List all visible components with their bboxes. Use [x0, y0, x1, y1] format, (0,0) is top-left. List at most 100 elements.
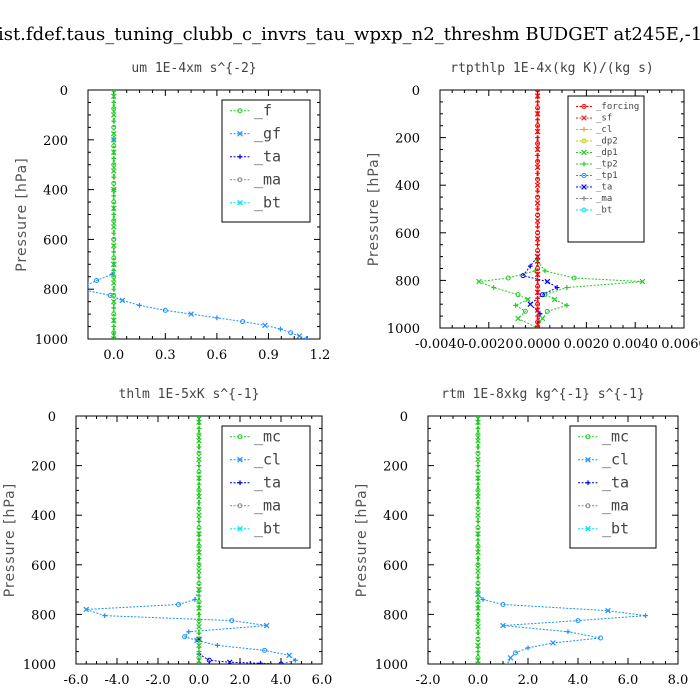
- x-tick-label: 4.0: [568, 673, 589, 688]
- data-point: [258, 660, 263, 664]
- data-point: [110, 130, 117, 137]
- data-point: [111, 255, 117, 261]
- data-point: [111, 180, 117, 186]
- data-point: [571, 275, 577, 281]
- legend-marker: [585, 456, 591, 463]
- data-point: [196, 437, 202, 444]
- legend-marker: [585, 503, 591, 509]
- data-point: [520, 273, 526, 279]
- data-point: [196, 475, 202, 481]
- y-tick-label: 600: [31, 559, 56, 574]
- data-point: [475, 416, 481, 419]
- panel-title: rtm 1E-8xkg kg^{-1} s^{-1}: [441, 387, 645, 402]
- x-tick-label: 1.2: [310, 348, 331, 363]
- data-point: [475, 599, 481, 605]
- data-point: [196, 432, 202, 438]
- data-point: [534, 182, 541, 189]
- data-point: [527, 263, 533, 269]
- data-point: [111, 230, 117, 236]
- x-tick-label: 0.3: [155, 348, 176, 363]
- data-point: [111, 212, 117, 217]
- data-point: [534, 325, 541, 328]
- data-point: [196, 512, 202, 519]
- data-point: [292, 657, 298, 663]
- data-point: [111, 268, 117, 273]
- data-point: [605, 607, 611, 614]
- legend-entry: _ta: [602, 473, 629, 491]
- plot-frame: [439, 89, 685, 329]
- data-point: [102, 613, 108, 619]
- y-tick-label: 800: [383, 608, 408, 623]
- data-point: [534, 110, 541, 117]
- y-tick-label: 1000: [375, 658, 408, 673]
- legend-marker: [237, 525, 243, 532]
- data-point: [286, 652, 293, 659]
- data-point: [188, 311, 194, 317]
- legend-entry: _forcing: [596, 102, 639, 112]
- series-line: [477, 416, 646, 664]
- x-tick-label: -0.0020: [464, 337, 514, 352]
- data-point: [534, 146, 541, 153]
- y-axis-label: Pressure [hPa]: [14, 157, 30, 271]
- legend-marker: [237, 480, 243, 486]
- legend-entry: _f: [254, 101, 272, 119]
- data-point: [111, 274, 117, 280]
- series-line: [86, 416, 297, 664]
- data-point: [176, 601, 181, 607]
- x-tick-label: -6.0: [63, 673, 88, 688]
- data-point: [111, 118, 117, 124]
- data-point: [263, 622, 270, 629]
- data-point: [535, 266, 541, 271]
- data-point: [534, 128, 541, 135]
- data-point: [119, 297, 126, 304]
- data-point: [111, 106, 117, 112]
- series-group: [88, 90, 309, 339]
- data-point: [475, 568, 481, 574]
- data-point: [111, 324, 117, 329]
- data-point: [534, 289, 541, 296]
- data-point: [475, 519, 481, 524]
- data-point: [83, 606, 90, 613]
- legend-marker: [581, 184, 587, 190]
- data-point: [226, 659, 233, 664]
- data-point: [229, 618, 235, 624]
- data-point: [196, 530, 202, 537]
- y-tick-label: 1000: [23, 658, 56, 673]
- data-point: [475, 612, 481, 617]
- data-point: [186, 629, 192, 635]
- legend-entry: _bt: [602, 519, 629, 537]
- legend-marker: [237, 199, 243, 206]
- x-tick-label: 8.0: [668, 673, 689, 688]
- data-point: [475, 469, 481, 475]
- data-point: [475, 636, 481, 642]
- data-point: [196, 487, 202, 493]
- legend-marker: [581, 127, 587, 132]
- y-tick-label: 800: [395, 274, 420, 289]
- y-axis-label: Pressure [hPa]: [366, 152, 382, 266]
- data-point: [513, 302, 519, 308]
- data-point: [535, 301, 541, 307]
- legend-entry: _ma: [254, 496, 281, 514]
- legend-entry: _dp2: [596, 137, 618, 147]
- panel-4: rtm 1E-8xkg kg^{-1} s^{-1} Pressure [hPa]…: [354, 387, 688, 688]
- data-point: [196, 642, 202, 649]
- legend-marker: [585, 434, 591, 440]
- series-line: [522, 90, 559, 328]
- data-point: [111, 137, 117, 143]
- data-point: [196, 419, 202, 426]
- data-point: [196, 543, 202, 549]
- y-tick-label: 1000: [387, 322, 420, 337]
- data-point: [475, 537, 481, 543]
- data-point: [196, 519, 202, 524]
- data-point: [196, 416, 202, 419]
- data-point: [196, 568, 202, 574]
- data-point: [475, 475, 481, 481]
- data-point: [111, 286, 117, 292]
- data-point: [535, 248, 541, 254]
- legend-marker: [581, 207, 587, 213]
- x-tick-label: 0.0000: [515, 337, 561, 352]
- legend-entry: _ma: [602, 496, 629, 514]
- data-point: [196, 623, 202, 630]
- data-point: [535, 117, 540, 123]
